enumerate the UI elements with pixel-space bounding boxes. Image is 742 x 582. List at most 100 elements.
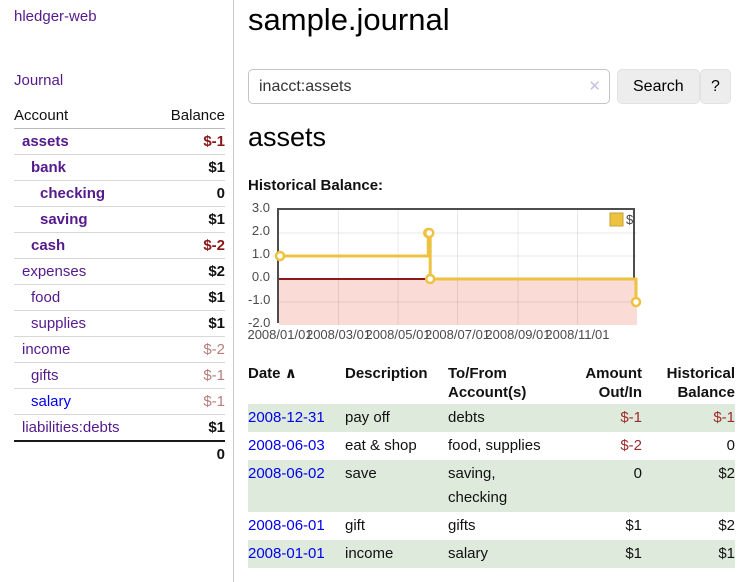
account-row: gifts $-1 [14,362,225,389]
account-link-cash[interactable]: cash [31,237,66,254]
register-header-amount: Amount Out/In [585,365,642,401]
accounts-total-row: 0 [14,440,225,467]
chart-title: Historical Balance: [248,177,384,194]
y-axis-tick-label: 0.0 [251,269,270,284]
app-brand-link[interactable]: hledger-web [14,8,97,25]
transaction-balance: 0 [726,437,735,454]
transaction-accounts: food, supplies [448,437,541,454]
x-axis-tick-label: 2008/05/01 [365,327,431,342]
transaction-date-link[interactable]: 2008-12-31 [248,409,325,426]
x-axis-tick-label: 2008/09/01 [485,327,551,342]
search-input[interactable] [248,69,610,104]
account-row: expenses $2 [14,258,225,285]
account-row: assets $-1 [14,128,225,155]
balance-chart-svg: $ [274,210,642,325]
x-axis-tick-label: 2008/11/01 [545,327,610,342]
transaction-amount: $1 [560,540,642,568]
search-bar: ✕ Search ? [248,69,735,104]
account-row: income $-2 [14,336,225,363]
accounts-header-balance: Balance [153,103,225,129]
register-header-date[interactable]: Date ∧ [248,365,297,382]
account-link-gifts[interactable]: gifts [31,367,59,384]
search-button[interactable]: Search [617,69,700,104]
transaction-date-link[interactable]: 2008-06-03 [248,437,325,454]
register-row: 2008-06-03 eat & shop food, supplies $-2… [248,432,735,460]
accounts-header-account: Account [14,103,154,129]
account-balance: $-2 [153,232,225,259]
help-button[interactable]: ? [700,69,731,104]
account-row: checking 0 [14,180,225,207]
transaction-description: pay off [345,404,448,432]
register-header-description: Description [345,365,428,382]
transaction-description: eat & shop [345,437,417,454]
transaction-balance: $-1 [642,404,735,432]
account-row: bank $1 [14,154,225,181]
x-axis-tick-label: 2008/07/01 [424,327,491,342]
account-balance: $-2 [153,336,225,363]
account-balance: $1 [153,310,225,337]
x-axis-tick-label: 2008/03/01 [305,327,372,342]
transaction-balance: $1 [642,540,735,568]
sidebar: hledger-web Journal Account Balance asse… [0,0,234,582]
main-content: sample.journal ✕ Search ? assets Histori… [247,0,742,582]
account-balance: $-1 [153,128,225,155]
account-balance: $1 [153,414,225,442]
transaction-balance: $2 [642,460,735,512]
page-title: sample.journal [248,2,450,37]
account-row: salary $-1 [14,388,225,415]
y-axis-labels: 3.0 2.0 1.0 0.0 -1.0 -2.0 [248,200,270,331]
account-title: assets [248,122,327,152]
accounts-balance-table: Account Balance assets $-1 bank $1 checkin… [14,103,225,467]
transaction-accounts: salary [448,540,560,568]
transaction-amount: $-2 [620,437,642,454]
accounts-total: 0 [153,440,225,467]
transaction-description: save [345,460,448,512]
transaction-description: income [345,540,448,568]
sidebar-item-journal[interactable]: Journal [14,72,64,89]
transaction-description: gift [345,517,366,534]
account-link-supplies[interactable]: supplies [31,315,87,332]
transaction-date-link[interactable]: 2008-06-02 [248,465,325,482]
account-row: liabilities:debts $1 [14,414,225,442]
account-row: supplies $1 [14,310,225,337]
account-link-checking[interactable]: checking [40,185,106,202]
account-link-saving[interactable]: saving [40,211,88,228]
x-axis-labels: 2008/01/01 2008/03/01 2008/05/01 2008/07/01… [247,327,735,343]
account-row: saving $1 [14,206,225,233]
transaction-amount: $1 [625,517,642,534]
transaction-accounts: gifts [448,517,476,534]
transaction-accounts: saving, checking [448,460,560,512]
y-axis-tick-label: -1.0 [248,292,271,307]
y-axis-tick-label: 1.0 [251,246,270,261]
y-axis-tick-label: -2.0 [248,315,271,330]
account-balance: $1 [153,284,225,311]
account-link-salary[interactable]: salary [31,393,72,410]
clear-search-icon[interactable]: ✕ [588,78,601,95]
legend-label: $ [626,212,634,227]
register-row: 2008-12-31 pay off debts $-1 $-1 [248,404,735,432]
register-row: 2008-06-01 gift gifts $1 $2 [248,512,735,540]
register-row: 2008-01-01 income salary $1 $1 [248,540,735,568]
transaction-amount: 0 [560,460,642,512]
account-link-income[interactable]: income [22,341,71,358]
account-link-food[interactable]: food [31,289,61,306]
y-axis-tick-label: 2.0 [251,223,270,238]
y-axis-tick-label: 3.0 [251,200,270,215]
account-balance: $-1 [153,388,225,415]
x-axis-tick-label: 2008/01/01 [247,327,313,342]
transaction-balance: $2 [718,517,735,534]
account-balance: $-1 [153,362,225,389]
account-link-expenses[interactable]: expenses [22,263,87,280]
account-row: food $1 [14,284,225,311]
transaction-date-link[interactable]: 2008-06-01 [248,517,325,534]
account-balance: $1 [153,206,225,233]
transaction-amount: $-1 [560,404,642,432]
account-link-bank[interactable]: bank [31,159,67,176]
account-link-assets[interactable]: assets [22,133,69,150]
sort-ascending-icon: ∧ [284,365,297,382]
historical-balance-chart: 3.0 2.0 1.0 0.0 -1.0 -2.0 $ 2008/01/01 2008/03… [247,200,735,345]
register-table: Date ∧ Description To/From Account(s) Amo… [248,362,735,568]
register-row: 2008-06-02 save saving, checking 0 $2 [248,460,735,512]
transaction-date-link[interactable]: 2008-01-01 [248,545,325,562]
account-link-liabilities-debts[interactable]: liabilities:debts [22,419,120,436]
